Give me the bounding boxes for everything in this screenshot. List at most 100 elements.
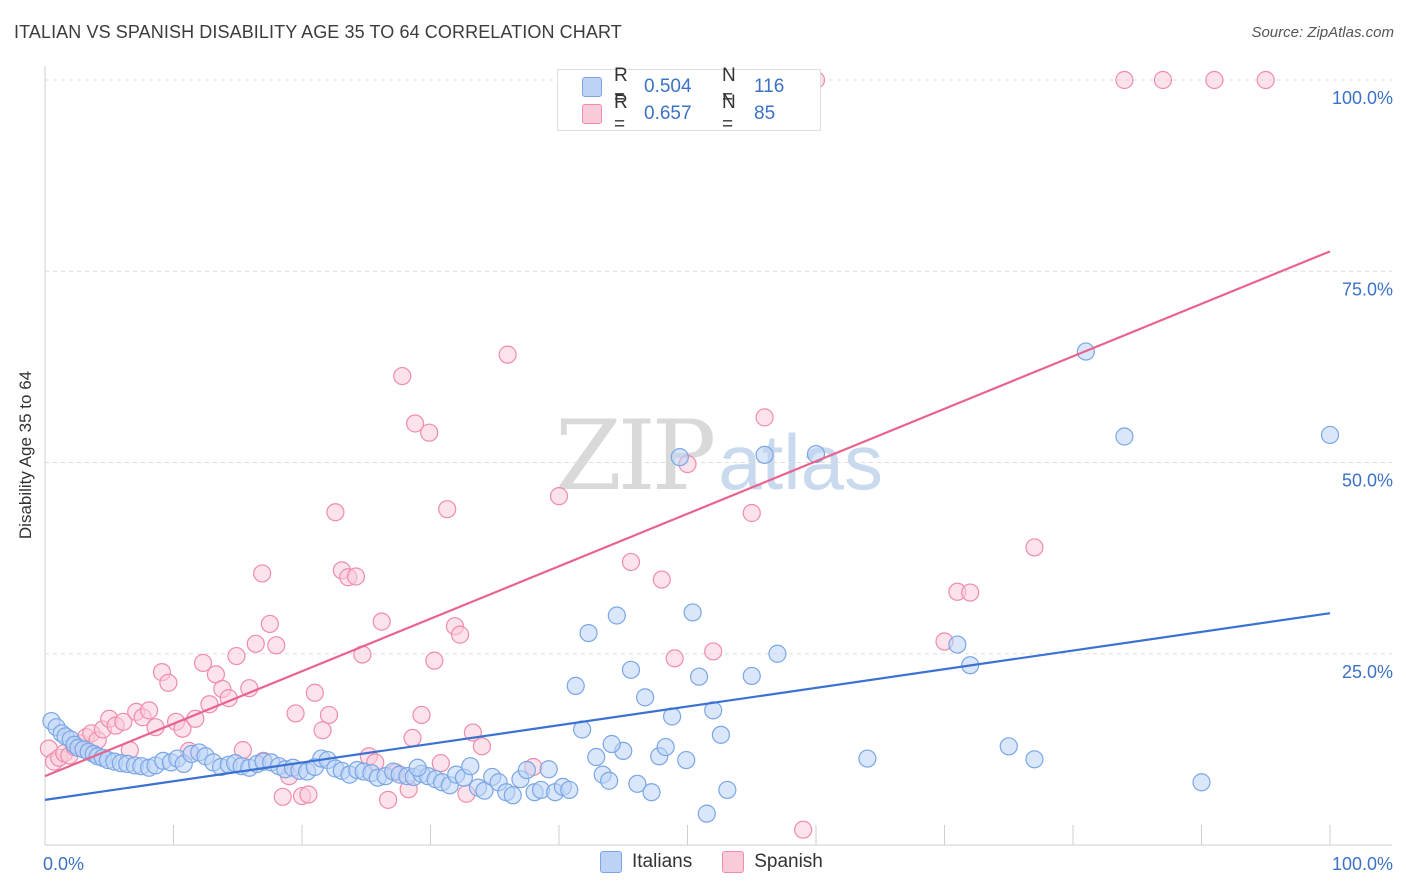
spanish-point [961,583,980,602]
legend-n-label: N = [722,65,736,108]
legend-r-value: 0.657 [644,103,692,124]
spanish-point [472,737,491,756]
italians-point [566,676,585,695]
spanish-point [114,712,133,731]
spanish-point [159,673,178,692]
italians-point [1320,425,1340,445]
italians-point [670,448,689,467]
spanish-point [286,704,305,723]
legend-swatch-spanish [582,104,602,124]
spanish-point [1205,70,1224,90]
italians-point [806,444,826,464]
italians-point [742,666,761,686]
legend-n-value: 116 [754,76,785,97]
spanish-point [621,552,641,572]
spanish-point [393,366,412,386]
spanish-point [378,790,398,809]
italians-point [768,644,787,663]
correlation-legend: R = 0.504 N = 116 R = 0.657 N = 85 [557,65,821,135]
italians-point [642,783,661,802]
y-tick-label: 25.0% [1342,662,1393,682]
x-tick-label: 0.0% [43,854,84,874]
spanish-point [652,570,671,589]
trendlines [44,250,1331,801]
italians-point [999,737,1018,756]
y-tick-label: 50.0% [1342,471,1393,491]
legend-r-label: R = [614,65,628,108]
spanish-point [372,612,391,631]
spanish-point [1153,70,1173,90]
spanish-point [665,649,684,668]
spanish-point [742,503,761,523]
spanish-point [1115,70,1134,90]
italians-point [718,780,737,800]
spanish-point [253,564,272,583]
legend-n-label: N = [722,92,736,135]
legend-item-spanish[interactable]: Spanish [722,851,823,873]
spanish-point [450,625,470,644]
legend-swatch-italians [600,851,622,873]
italians-point [948,635,967,654]
legend-swatch-spanish [722,851,745,873]
spanish-point [305,683,324,702]
spanish-point [549,487,569,506]
spanish-point [704,642,723,661]
spanish-point [431,754,450,773]
spanish-point [260,614,279,634]
legend-n-value: 85 [754,103,776,124]
italians-point [602,734,621,754]
italians-point [1025,750,1044,769]
italians-point [635,688,655,707]
italians-point [503,786,522,805]
italians-point [858,749,877,768]
italians-point [1192,773,1211,792]
italians-point [677,750,696,770]
spanish-point [412,705,431,725]
italians-point [560,780,579,800]
legend-row-italians: R = 0.504 N = 116 [582,65,785,108]
legend-item-italians[interactable]: Italians [600,851,692,873]
italians-point [621,660,641,679]
italians-point [697,804,716,823]
italians-point [461,757,480,776]
spanish-points [39,70,1275,839]
italians-points [42,342,1340,823]
spanish-point [313,721,332,740]
spanish-point [326,503,345,522]
legend-r-label: R = [614,92,628,135]
italians-point [1115,427,1134,446]
legend-row-spanish: R = 0.657 N = 85 [582,92,776,135]
legend-label-italians: Italians [632,851,693,872]
y-tick-label: 75.0% [1342,279,1393,299]
italians-point [607,606,626,625]
spanish-point [267,636,286,655]
spanish-point [200,695,219,714]
italians-point [408,758,427,777]
grid-lines [45,79,1392,655]
italians-point [711,725,731,744]
spanish-point [794,820,813,839]
italians-point [656,737,675,757]
italians-point [475,781,494,800]
spanish-point [193,653,213,673]
spanish-point [227,646,246,666]
y-tick-label: 100.0% [1332,88,1393,108]
spanish-point [246,634,265,653]
legend-label-spanish: Spanish [754,851,823,872]
chart-title: ITALIAN VS SPANISH DISABILITY AGE 35 TO … [14,22,622,42]
spanish-point [319,705,339,725]
italians-point [587,747,606,767]
italians-point [689,667,709,686]
spanish-point [1256,70,1275,90]
source-label: Source: ZipAtlas.com [1251,24,1394,41]
spanish-trendline [44,250,1331,778]
spanish-point [346,567,366,586]
italians-point [517,760,536,780]
legend-r-value: 0.504 [644,76,692,97]
italians-point [539,760,558,779]
spanish-point [139,701,159,720]
italians-trendline [44,612,1331,801]
y-axis-label: Disability Age 35 to 64 [16,370,35,540]
spanish-point [405,414,425,433]
